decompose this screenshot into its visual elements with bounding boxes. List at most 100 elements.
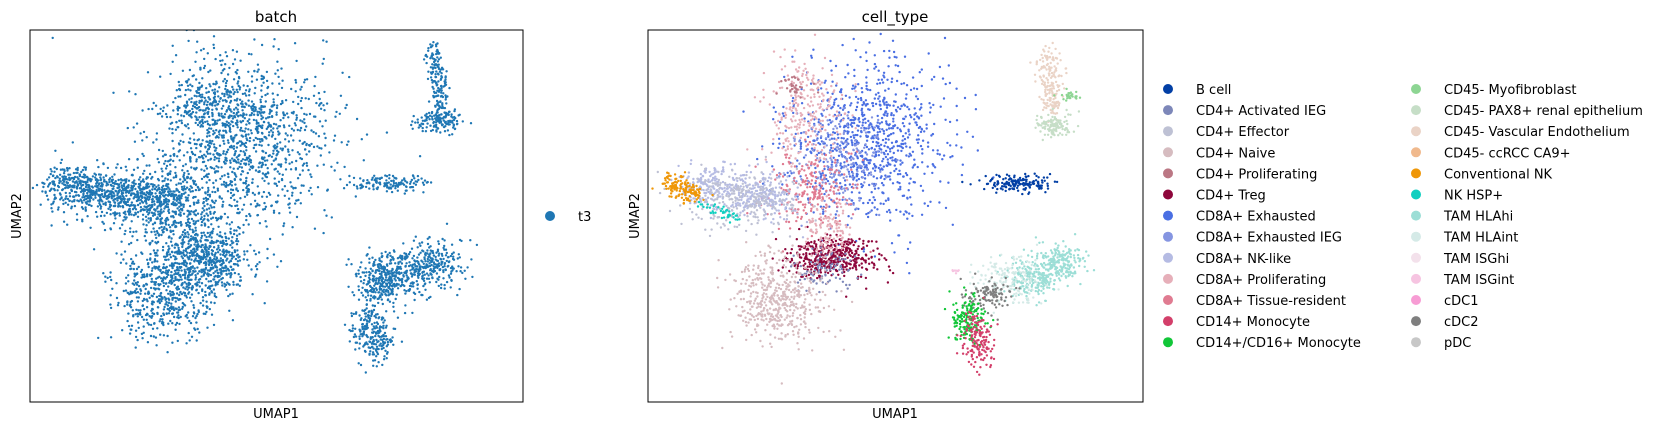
point-t3 — [82, 175, 85, 179]
point-t3 — [413, 298, 416, 302]
point-t3 — [190, 288, 194, 291]
point-t3 — [431, 57, 434, 60]
point-t3 — [140, 190, 144, 193]
point-t3 — [371, 296, 375, 299]
point-t3 — [179, 201, 182, 204]
point-t3 — [200, 177, 204, 181]
point-t3 — [376, 332, 380, 335]
point-t3 — [270, 155, 274, 158]
point-t3 — [35, 183, 39, 187]
point-t3 — [209, 280, 213, 283]
point-t3 — [213, 264, 217, 268]
point-t3 — [46, 198, 50, 201]
point-t3 — [451, 133, 454, 136]
point-t3 — [247, 160, 251, 163]
point-t3 — [380, 252, 383, 255]
point-t3 — [143, 298, 146, 301]
point-t3 — [145, 205, 148, 209]
point-t3 — [290, 127, 294, 130]
point-t3 — [318, 146, 321, 150]
point-t3 — [221, 253, 225, 257]
point-t3 — [356, 187, 359, 190]
point-t3 — [159, 107, 162, 111]
point-t3 — [232, 167, 235, 170]
point-t3 — [210, 313, 214, 316]
point-t3 — [295, 159, 298, 163]
point-t3 — [135, 308, 138, 311]
point-t3 — [434, 255, 437, 259]
point-t3 — [174, 128, 178, 131]
point-t3 — [361, 322, 364, 326]
point-t3 — [127, 280, 130, 283]
point-t3 — [178, 262, 181, 265]
point-t3 — [441, 237, 444, 241]
point-t3 — [195, 158, 198, 161]
point-t3 — [221, 266, 224, 269]
point-t3 — [160, 211, 163, 214]
point-t3 — [177, 314, 180, 317]
point-t3 — [409, 282, 413, 285]
point-t3 — [230, 114, 233, 118]
point-t3 — [159, 318, 162, 321]
point-t3 — [251, 191, 255, 195]
point-t3 — [421, 119, 425, 123]
point-t3 — [174, 261, 177, 265]
point-t3 — [186, 256, 189, 259]
point-t3 — [215, 219, 219, 222]
point-t3 — [441, 106, 445, 110]
point-t3 — [213, 155, 217, 159]
point-t3 — [123, 304, 126, 308]
point-t3 — [434, 117, 437, 120]
point-t3 — [150, 294, 153, 297]
point-t3 — [156, 254, 159, 257]
point-t3 — [242, 203, 246, 206]
point-t3 — [186, 84, 190, 88]
point-t3 — [447, 120, 450, 124]
point-t3 — [224, 239, 228, 243]
point-t3 — [146, 71, 150, 74]
point-t3 — [199, 144, 203, 148]
point-t3 — [228, 116, 231, 119]
point-t3 — [232, 88, 235, 91]
point-t3 — [112, 91, 115, 95]
point-t3 — [416, 174, 420, 178]
point-t3 — [372, 325, 375, 328]
point-t3 — [208, 285, 211, 288]
point-t3 — [102, 202, 105, 206]
point-t3 — [86, 191, 89, 195]
point-t3 — [142, 178, 145, 181]
point-t3 — [173, 154, 176, 157]
point-t3 — [371, 286, 374, 290]
point-t3 — [248, 212, 251, 216]
point-t3 — [86, 180, 89, 184]
point-t3 — [109, 228, 113, 231]
point-t3 — [254, 127, 258, 131]
point-t3 — [375, 345, 379, 348]
point-t3 — [466, 266, 469, 269]
point-t3 — [281, 79, 284, 82]
point-t3 — [209, 257, 212, 260]
point-t3 — [431, 53, 435, 56]
point-t3 — [218, 129, 221, 132]
point-t3 — [432, 60, 436, 64]
point-t3 — [125, 216, 128, 219]
point-t3 — [167, 183, 170, 186]
point-t3 — [222, 239, 225, 242]
point-t3 — [405, 290, 408, 293]
point-t3 — [239, 120, 242, 123]
point-t3 — [84, 185, 88, 189]
point-t3 — [160, 186, 164, 189]
point-t3 — [359, 266, 362, 269]
point-t3 — [206, 269, 210, 272]
point-t3 — [201, 109, 205, 112]
point-t3 — [192, 182, 196, 185]
point-t3 — [365, 326, 368, 329]
point-t3 — [126, 303, 129, 306]
point-t3 — [75, 213, 79, 216]
point-t3 — [220, 263, 223, 266]
point-t3 — [227, 237, 230, 240]
point-t3 — [111, 178, 115, 181]
point-t3 — [365, 271, 368, 274]
point-t3 — [188, 137, 192, 140]
point-t3 — [248, 154, 251, 158]
